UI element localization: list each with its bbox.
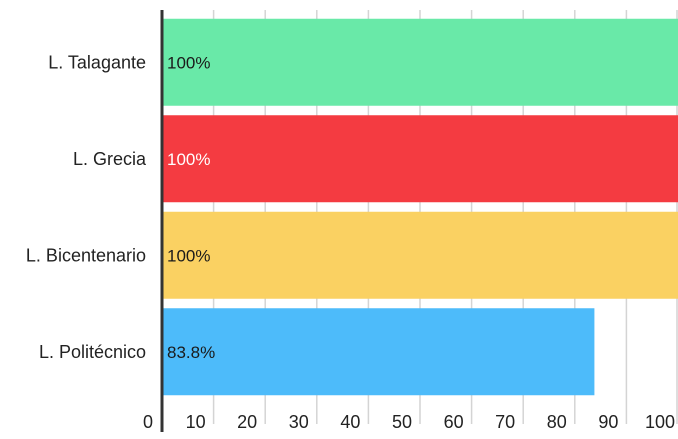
category-label-3: L. Bicentenario [26, 245, 146, 265]
category-label-4: L. Politécnico [39, 342, 146, 362]
category-label-1: L. Talagante [48, 52, 146, 72]
x-tick-label-50: 50 [392, 412, 412, 432]
bar-2 [162, 115, 678, 203]
x-tick-label-40: 40 [340, 412, 360, 432]
bar-value-label-4: 83.8% [167, 343, 215, 362]
bar-value-label-1: 100% [167, 53, 210, 72]
x-tick-label-90: 90 [598, 412, 618, 432]
x-tick-label-10: 10 [186, 412, 206, 432]
x-tick-label-100: 100 [645, 412, 675, 432]
x-tick-label-20: 20 [237, 412, 257, 432]
x-tick-label-30: 30 [289, 412, 309, 432]
x-tick-label-0: 0 [143, 412, 153, 432]
bar-value-label-3: 100% [167, 246, 210, 265]
bar-4 [162, 308, 595, 396]
bar-value-label-2: 100% [167, 150, 210, 169]
bars [162, 18, 678, 396]
labels: 100% L. Talagante 100% L. Grecia 100% L. Bice… [26, 52, 675, 432]
x-tick-label-80: 80 [547, 412, 567, 432]
bar-3 [162, 211, 678, 299]
x-tick-label-70: 70 [495, 412, 515, 432]
category-label-2: L. Grecia [73, 149, 147, 169]
x-tick-label-60: 60 [444, 412, 464, 432]
bar-1 [162, 18, 678, 106]
